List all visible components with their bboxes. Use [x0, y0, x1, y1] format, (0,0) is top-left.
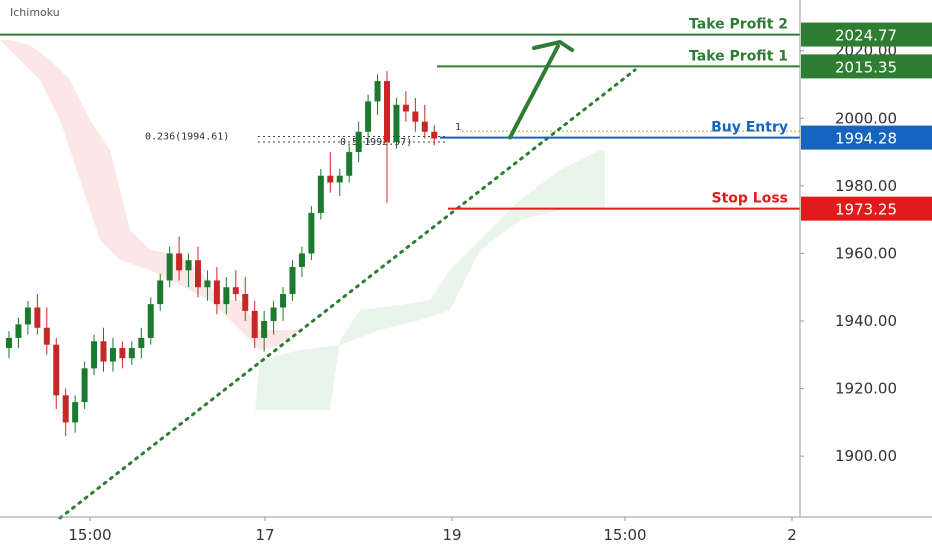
- cloud-bear: [0, 40, 300, 350]
- candle-body: [242, 293, 249, 311]
- fib-label: 0.5(1992.97): [340, 137, 412, 148]
- candle-body: [232, 287, 239, 294]
- fib-marker: 1: [455, 122, 461, 133]
- candle-body: [24, 307, 31, 325]
- candle-body: [72, 402, 79, 423]
- candle-body: [317, 175, 324, 213]
- candle-body: [280, 293, 287, 308]
- price-tag-text-tp2: 2024.77: [835, 27, 897, 45]
- candle-body: [374, 81, 381, 102]
- candle-body: [43, 327, 50, 345]
- time-tick-label: 17: [255, 526, 274, 544]
- cloud-bull: [255, 150, 605, 410]
- price-tick-label: 1920.00: [835, 380, 897, 398]
- price-tick-label: 1900.00: [835, 447, 897, 465]
- candle-body: [261, 321, 268, 338]
- candles: [6, 70, 438, 436]
- price-tick-label: 1940.00: [835, 312, 897, 330]
- candle-body: [204, 280, 211, 288]
- candle-body: [109, 348, 116, 362]
- candle-body: [147, 304, 154, 338]
- price-tags: 2024.77 2015.35 1994.28 1973.25: [801, 22, 932, 221]
- price-tick-label: 1960.00: [835, 244, 897, 262]
- candle-body: [34, 307, 41, 328]
- time-axis: 15:00 17 19 15:00 2: [0, 516, 932, 544]
- projection-arrow: [508, 40, 574, 140]
- arrow-head: [532, 40, 574, 52]
- price-tag-text-tp1: 2015.35: [835, 58, 897, 76]
- fib-label: 0.236(1994.61): [145, 131, 229, 142]
- candle-body: [100, 341, 107, 362]
- candle-body: [157, 280, 164, 305]
- candle-body: [195, 260, 201, 288]
- candle-body: [393, 104, 400, 142]
- candle-body: [138, 337, 145, 349]
- level-label-tp2: Take Profit 2: [689, 17, 788, 33]
- candle-body: [346, 152, 353, 176]
- level-label-entry: Buy Entry: [711, 120, 788, 136]
- candle-body: [412, 111, 419, 122]
- candle-body: [119, 348, 126, 359]
- candle-body: [62, 395, 69, 423]
- price-tag-entry: [801, 125, 932, 150]
- candle-body: [223, 287, 230, 305]
- time-tick-label: 19: [442, 526, 461, 544]
- candle-body: [251, 310, 258, 338]
- trade-levels: Take Profit 2 Take Profit 1 Buy Entry Stop …: [0, 17, 800, 210]
- time-tick-label: 15:00: [603, 526, 646, 544]
- level-label-sl: Stop Loss: [712, 191, 789, 207]
- ichimoku-cloud: [0, 40, 605, 410]
- candle-body: [384, 81, 390, 142]
- time-tick-label: 2: [787, 526, 797, 544]
- candle-body: [166, 253, 173, 281]
- candle-body: [15, 324, 22, 338]
- level-label-tp1: Take Profit 1: [689, 48, 788, 64]
- price-tag-text-sl: 1973.25: [835, 201, 897, 219]
- price-tag-text-entry: 1994.28: [835, 130, 897, 148]
- indicator-label: Ichimoku: [10, 6, 60, 19]
- arrow-shaft: [508, 44, 560, 140]
- candle-body: [6, 337, 12, 349]
- candle-body: [128, 348, 135, 359]
- candle-body: [431, 131, 438, 139]
- candle-body: [308, 212, 315, 254]
- support-trendline: [58, 68, 637, 520]
- candle-body: [365, 101, 372, 132]
- candle-body: [91, 341, 98, 369]
- price-tick-label: 1980.00: [835, 177, 897, 195]
- price-tag-tp2: [801, 22, 932, 47]
- candle-body: [53, 344, 60, 396]
- candle-body: [213, 280, 220, 305]
- time-tick-label: 15:00: [68, 526, 111, 544]
- candle-body: [298, 253, 305, 267]
- trendline: [58, 68, 637, 520]
- candle-body: [327, 175, 334, 183]
- fibonacci-levels: 0.236(1994.61) 0.5(1992.97) 1: [145, 122, 800, 148]
- candle-body: [355, 131, 362, 153]
- candle-body: [270, 307, 277, 322]
- price-tag-tp1: [801, 54, 932, 79]
- price-tag-sl: [801, 196, 932, 221]
- candle-body: [421, 121, 428, 132]
- candle-body: [81, 368, 88, 403]
- candle-body: [336, 175, 343, 183]
- candle-body: [402, 104, 409, 112]
- price-tick-label: 2000.00: [835, 109, 897, 127]
- candle-body: [289, 266, 296, 294]
- candle-body: [185, 260, 192, 271]
- candle-body: [176, 253, 183, 271]
